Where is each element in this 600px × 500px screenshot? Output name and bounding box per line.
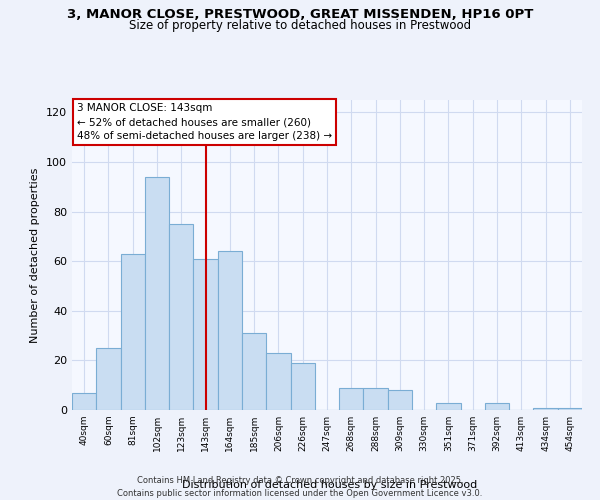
Bar <box>266 353 290 410</box>
Bar <box>96 348 121 410</box>
Text: 3, MANOR CLOSE, PRESTWOOD, GREAT MISSENDEN, HP16 0PT: 3, MANOR CLOSE, PRESTWOOD, GREAT MISSEND… <box>67 8 533 20</box>
Bar <box>193 258 218 410</box>
Bar <box>145 177 169 410</box>
Y-axis label: Number of detached properties: Number of detached properties <box>31 168 40 342</box>
Bar <box>339 388 364 410</box>
Text: Contains HM Land Registry data © Crown copyright and database right 2025.
Contai: Contains HM Land Registry data © Crown c… <box>118 476 482 498</box>
Bar <box>558 408 582 410</box>
Bar <box>121 254 145 410</box>
Bar <box>485 402 509 410</box>
Text: 3 MANOR CLOSE: 143sqm
← 52% of detached houses are smaller (260)
48% of semi-det: 3 MANOR CLOSE: 143sqm ← 52% of detached … <box>77 103 332 141</box>
Bar <box>218 252 242 410</box>
Bar <box>290 363 315 410</box>
Bar <box>364 388 388 410</box>
Bar <box>388 390 412 410</box>
Text: Distribution of detached houses by size in Prestwood: Distribution of detached houses by size … <box>182 480 478 490</box>
Bar <box>436 402 461 410</box>
Text: Size of property relative to detached houses in Prestwood: Size of property relative to detached ho… <box>129 18 471 32</box>
Bar <box>533 408 558 410</box>
Bar <box>242 333 266 410</box>
Bar <box>169 224 193 410</box>
Bar <box>72 392 96 410</box>
